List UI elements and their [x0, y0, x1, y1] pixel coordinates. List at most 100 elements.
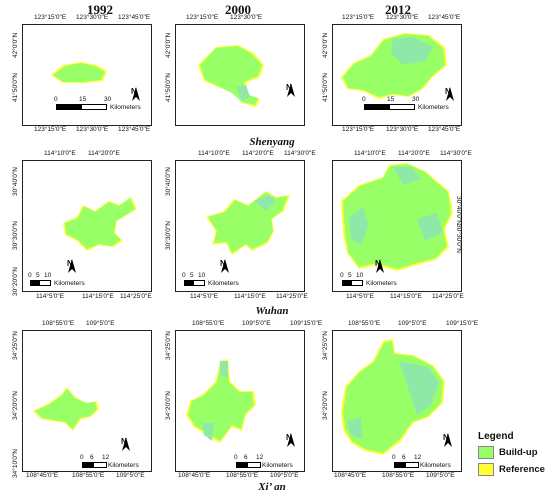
map-wuhan-2000: N	[175, 160, 305, 292]
map-shenyang-2012: N	[332, 24, 462, 126]
urban-extent-shenyang-1992	[51, 62, 107, 83]
north-arrow: N	[286, 83, 295, 97]
urban-extent-xian-2000	[186, 359, 256, 443]
tick-wuhan00-bot-0: 114°5'0"E	[190, 293, 219, 300]
map-wuhan-2012: N	[332, 160, 462, 292]
tick-xian12-top-0: 108°55'0"E	[348, 320, 381, 327]
tick-wuhan92-bot-2: 114°25'0"E	[120, 293, 152, 300]
map-xian-2012: N	[332, 330, 462, 472]
tick-shen92-bot-0: 123°15'0"E	[34, 126, 67, 133]
map-shenyang-2000: N	[175, 24, 305, 126]
city-label-wuhan: Wuhan	[255, 305, 289, 317]
north-arrow: N	[67, 259, 76, 273]
urban-extent-shenyang-2012	[341, 33, 447, 99]
reference-swatch	[478, 463, 494, 476]
year-header-2012: 2012	[385, 2, 411, 17]
tick-xian92-left-2: 34°10'0"N	[12, 449, 19, 478]
tick-xian12-top-1: 109°5'0"E	[398, 320, 427, 327]
map-xian-1992: N	[22, 330, 152, 472]
urban-extent-wuhan-1992	[63, 197, 137, 251]
tick-wuhan92-left-2: 30°20'0"N	[12, 267, 19, 296]
tick-shen12-bot-1: 123°30'0"E	[386, 126, 419, 133]
tick-wuhan92-left-1: 30°30'0"N	[12, 221, 19, 250]
tick-wuhan92-bot-0: 114°5'0"E	[36, 293, 65, 300]
north-arrow: N	[375, 259, 384, 273]
tick-xian92-left-1: 34°20'0"N	[12, 391, 19, 420]
city-label-shenyang: Shenyang	[249, 136, 295, 148]
tick-wuhan00-top-0: 114°10'0"E	[198, 150, 230, 157]
north-arrow: N	[131, 87, 140, 101]
urban-extent-wuhan-2012	[341, 163, 453, 271]
tick-xian00-bot-2: 109°5'0"E	[270, 472, 299, 479]
tick-xian00-top-0: 108°55'0"E	[192, 320, 225, 327]
tick-wuhan12-right-1: 30°30'0"N	[455, 224, 462, 253]
tick-xian92-top-0: 108°55'0"E	[42, 320, 75, 327]
urban-extent-shenyang-2000	[198, 45, 264, 107]
tick-shen00-top-0: 123°15'0"E	[186, 14, 219, 21]
legend-title: Legend	[478, 431, 514, 442]
tick-xian92-bot-2: 109°5'0"E	[116, 472, 145, 479]
city-label-xian: Xi’ an	[258, 481, 286, 493]
urban-extent-wuhan-2000	[206, 191, 290, 255]
map-shenyang-1992: N	[22, 24, 152, 126]
tick-shen92-top-1: 123°30'0"E	[76, 14, 109, 21]
tick-shen12-top-2: 123°45'0"E	[428, 14, 461, 21]
year-header-1992: 1992	[87, 2, 113, 17]
tick-shen00-top-1: 123°30'0"E	[230, 14, 263, 21]
tick-wuhan92-top-1: 114°20'0"E	[88, 150, 120, 157]
north-arrow: N	[443, 433, 452, 447]
tick-xian12-left-0: 34°25'0"N	[322, 331, 329, 360]
tick-shen12-top-0: 123°15'0"E	[342, 14, 375, 21]
tick-shen12-bot-2: 123°45'0"E	[428, 126, 461, 133]
tick-wuhan00-left-0: 30°40'0"N	[165, 167, 172, 196]
tick-shen92-bot-1: 123°30'0"E	[76, 126, 109, 133]
tick-shen00-left-1: 41°50'0"N	[165, 73, 172, 102]
tick-wuhan00-top-2: 114°30'0"E	[284, 150, 316, 157]
tick-xian00-left-1: 34°20'0"N	[165, 391, 172, 420]
tick-xian00-top-2: 109°15'0"E	[290, 320, 323, 327]
tick-xian92-left-0: 34°25'0"N	[12, 331, 19, 360]
tick-xian00-top-1: 109°5'0"E	[242, 320, 271, 327]
tick-xian00-bot-1: 108°55'0"E	[226, 472, 259, 479]
tick-xian12-top-2: 109°15'0"E	[446, 320, 479, 327]
legend-item-buildup: Build-up	[478, 446, 550, 459]
tick-wuhan12-top-1: 114°20'0"E	[398, 150, 430, 157]
tick-shen12-left-1: 41°50'0"N	[322, 73, 329, 102]
tick-wuhan12-top-0: 114°10'0"E	[354, 150, 386, 157]
tick-wuhan00-left-1: 30°30'0"N	[165, 221, 172, 250]
tick-wuhan00-top-1: 114°20'0"E	[242, 150, 274, 157]
tick-shen12-bot-0: 123°15'0"E	[342, 126, 375, 133]
tick-wuhan92-left-0: 30°40'0"N	[12, 167, 19, 196]
tick-wuhan12-bot-2: 114°25'0"E	[432, 293, 464, 300]
legend-item-reference: Reference	[478, 463, 550, 476]
tick-wuhan92-top-0: 114°10'0"E	[44, 150, 76, 157]
tick-wuhan12-bot-1: 114°15'0"E	[390, 293, 422, 300]
tick-wuhan92-bot-1: 114°15'0"E	[82, 293, 114, 300]
tick-xian12-bot-2: 109°5'0"E	[426, 472, 455, 479]
tick-shen00-left-0: 42°0'0"N	[165, 32, 172, 58]
tick-shen92-left-1: 41°50'0"N	[12, 73, 19, 102]
tick-shen92-bot-2: 123°45'0"E	[118, 126, 151, 133]
north-arrow: N	[220, 259, 229, 273]
buildup-swatch	[478, 446, 494, 459]
tick-wuhan00-bot-1: 114°15'0"E	[234, 293, 266, 300]
legend: Legend Build-up Reference	[478, 431, 550, 480]
map-xian-2000: N	[175, 330, 305, 472]
tick-xian92-top-1: 109°5'0"E	[86, 320, 115, 327]
tick-wuhan00-bot-2: 114°25'0"E	[276, 293, 308, 300]
map-wuhan-1992: N	[22, 160, 152, 292]
tick-shen12-top-1: 123°30'0"E	[386, 14, 419, 21]
tick-shen92-top-2: 123°45'0"E	[118, 14, 151, 21]
tick-shen12-left-0: 42°0'0"N	[322, 32, 329, 58]
tick-xian92-bot-0: 108°45'0"E	[26, 472, 59, 479]
tick-wuhan12-top-2: 114°30'0"E	[440, 150, 472, 157]
north-arrow: N	[121, 437, 130, 451]
tick-xian12-left-1: 34°20'0"N	[322, 391, 329, 420]
year-header-2000: 2000	[225, 2, 251, 17]
tick-xian00-bot-0: 108°45'0"E	[178, 472, 211, 479]
north-arrow: N	[286, 433, 295, 447]
tick-xian00-left-0: 34°25'0"N	[165, 331, 172, 360]
urban-extent-xian-1992	[33, 387, 99, 431]
tick-shen92-left-0: 42°0'0"N	[12, 32, 19, 58]
tick-wuhan12-bot-0: 114°5'0"E	[346, 293, 375, 300]
